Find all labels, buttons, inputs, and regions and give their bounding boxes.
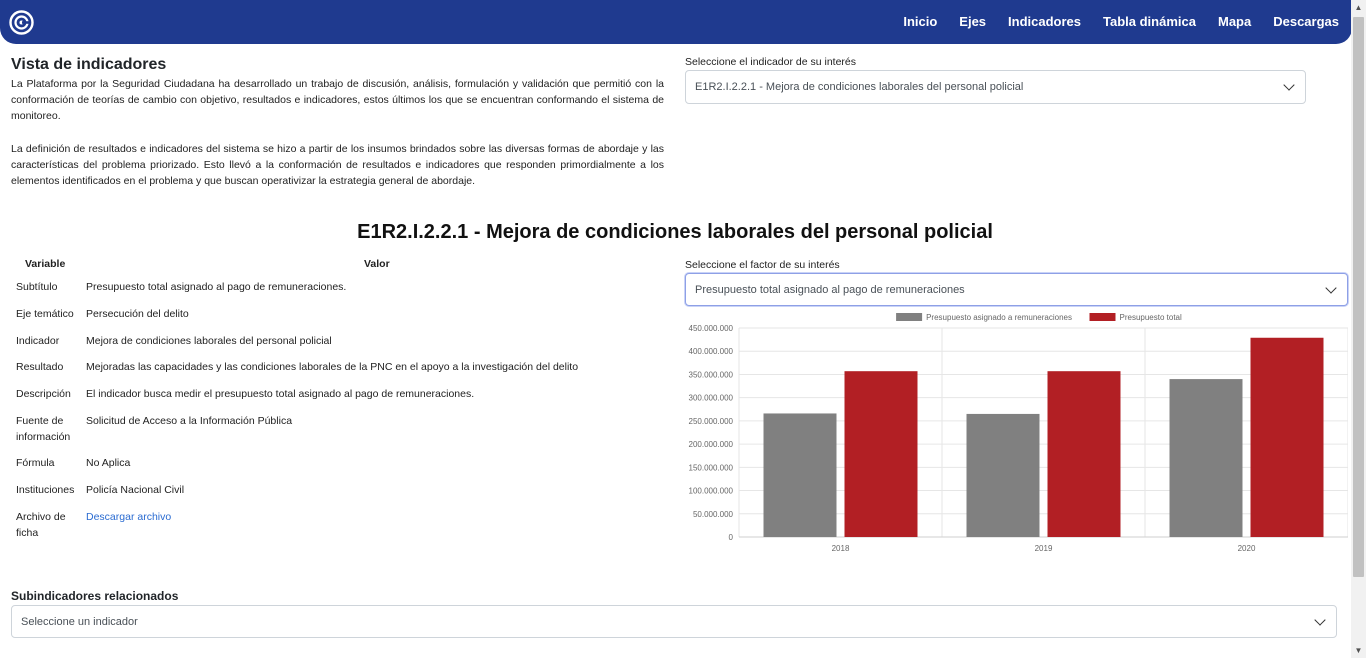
factor-select-label: Seleccione el factor de su interés (685, 259, 840, 271)
nav-link-inicio[interactable]: Inicio (903, 14, 938, 29)
nav-link-ejes[interactable]: Ejes (959, 14, 987, 29)
chart-bar (1250, 337, 1324, 537)
x-tick-label: 2018 (832, 544, 850, 553)
indicator-select[interactable]: E1R2.I.2.2.1 - Mejora de condiciones lab… (685, 70, 1306, 104)
column-header-variable: Variable (25, 258, 66, 270)
table-row: Indicador Mejora de condiciones laborale… (16, 333, 332, 349)
factor-select-value: Presupuesto total asignado al pago de re… (695, 283, 965, 296)
top-navbar: Inicio Ejes Indicadores Tabla dinámica M… (0, 0, 1352, 44)
row-value: Solicitud de Acceso a la Información Púb… (86, 415, 293, 427)
table-row: Instituciones Policía Nacional Civil (16, 482, 184, 498)
intro-paragraph-1: La Plataforma por la Seguridad Ciudadana… (11, 78, 664, 123)
row-key: Fuente de información (16, 415, 71, 443)
chart-bar (966, 413, 1040, 537)
intro-paragraph-2: La definición de resultados e indicadore… (11, 142, 664, 188)
y-tick-label: 300.000.000 (689, 394, 734, 403)
nav-link-descargas[interactable]: Descargas (1273, 14, 1339, 29)
y-tick-label: 100.000.000 (689, 487, 734, 496)
y-tick-label: 150.000.000 (689, 463, 734, 472)
row-value: Mejoradas las capacidades y las condicio… (86, 361, 579, 373)
row-value: El indicador busca medir el presupuesto … (86, 388, 475, 400)
table-row: Archivo de ficha Descargar archivo (16, 509, 171, 541)
table-row: Eje temático Persecución del delito (16, 306, 189, 322)
row-value: Mejora de condiciones laborales del pers… (86, 335, 332, 347)
table-row: Fórmula No Aplica (16, 455, 130, 471)
nav-link-mapa[interactable]: Mapa (1217, 14, 1252, 29)
logo-icon[interactable] (9, 10, 34, 35)
y-tick-label: 0 (729, 533, 734, 542)
row-key: Instituciones (16, 484, 75, 496)
legend-swatch (1089, 313, 1116, 321)
factor-select[interactable]: Presupuesto total asignado al pago de re… (685, 273, 1348, 306)
table-row: Subtítulo Presupuesto total asignado al … (16, 279, 346, 295)
y-tick-label: 200.000.000 (689, 440, 734, 449)
chart-bar (844, 371, 918, 537)
indicator-select-value: E1R2.I.2.2.1 - Mejora de condiciones lab… (695, 81, 1024, 93)
legend-label: Presupuesto total (1120, 313, 1182, 322)
row-value: Persecución del delito (86, 308, 189, 320)
row-value: Presupuesto total asignado al pago de re… (86, 281, 347, 293)
nav-link-tabla-dinamica[interactable]: Tabla dinámica (1103, 14, 1196, 29)
y-tick-label: 250.000.000 (689, 417, 734, 426)
row-key: Resultado (16, 361, 64, 373)
nav-links: Inicio Ejes Indicadores Tabla dinámica M… (881, 14, 1339, 29)
table-row: Fuente de información Solicitud de Acces… (16, 413, 292, 445)
row-value: No Aplica (86, 457, 131, 469)
chevron-down-icon (1314, 613, 1326, 626)
row-key: Eje temático (16, 308, 74, 320)
chart-bar (1047, 371, 1121, 537)
row-key: Archivo de ficha (16, 511, 66, 539)
subindicators-title: Subindicadores relacionados (11, 589, 179, 603)
row-key: Fórmula (16, 457, 55, 469)
table-row: Descripción El indicador busca medir el … (16, 386, 474, 402)
x-tick-label: 2020 (1238, 544, 1256, 553)
page-scrollbar[interactable]: ▲ ▼ (1351, 0, 1366, 658)
scroll-thumb[interactable] (1353, 17, 1364, 577)
row-value: Policía Nacional Civil (86, 484, 185, 496)
scroll-up-arrow-icon[interactable]: ▲ (1354, 3, 1363, 12)
indicator-select-label: Seleccione el indicador de su interés (685, 56, 857, 68)
x-tick-label: 2019 (1035, 544, 1053, 553)
scroll-down-arrow-icon[interactable]: ▼ (1354, 646, 1363, 655)
budget-bar-chart: 0 50.000.000 100.000.000 150.000.000 200.000… (689, 313, 1348, 553)
subindicator-select[interactable]: Seleccione un indicador (11, 605, 1337, 638)
nav-link-indicadores[interactable]: Indicadores (1008, 14, 1082, 29)
row-key: Indicador (16, 335, 60, 347)
y-tick-label: 450.000.000 (689, 324, 734, 333)
chevron-down-icon (1283, 79, 1295, 91)
download-file-link[interactable]: Descargar archivo (86, 511, 172, 523)
intro-text: La Plataforma por la Seguridad Ciudadana… (11, 76, 664, 189)
table-row: Resultado Mejoradas las capacidades y la… (16, 359, 578, 375)
legend-label: Presupuesto asignado a remuneraciones (926, 313, 1072, 322)
indicator-title: E1R2.I.2.2.1 - Mejora de condiciones lab… (357, 221, 993, 243)
y-tick-label: 400.000.000 (689, 347, 734, 356)
column-header-valor: Valor (364, 258, 390, 270)
row-key: Subtítulo (16, 281, 58, 293)
y-tick-label: 50.000.000 (693, 510, 734, 519)
intro-title: Vista de indicadores (11, 56, 167, 73)
chart-bar (763, 413, 837, 537)
row-key: Descripción (16, 388, 71, 400)
chart-bar (1169, 379, 1243, 537)
subindicator-select-placeholder: Seleccione un indicador (21, 615, 138, 628)
chevron-down-icon (1325, 281, 1337, 294)
y-tick-label: 350.000.000 (689, 370, 734, 379)
legend-swatch (896, 313, 923, 321)
